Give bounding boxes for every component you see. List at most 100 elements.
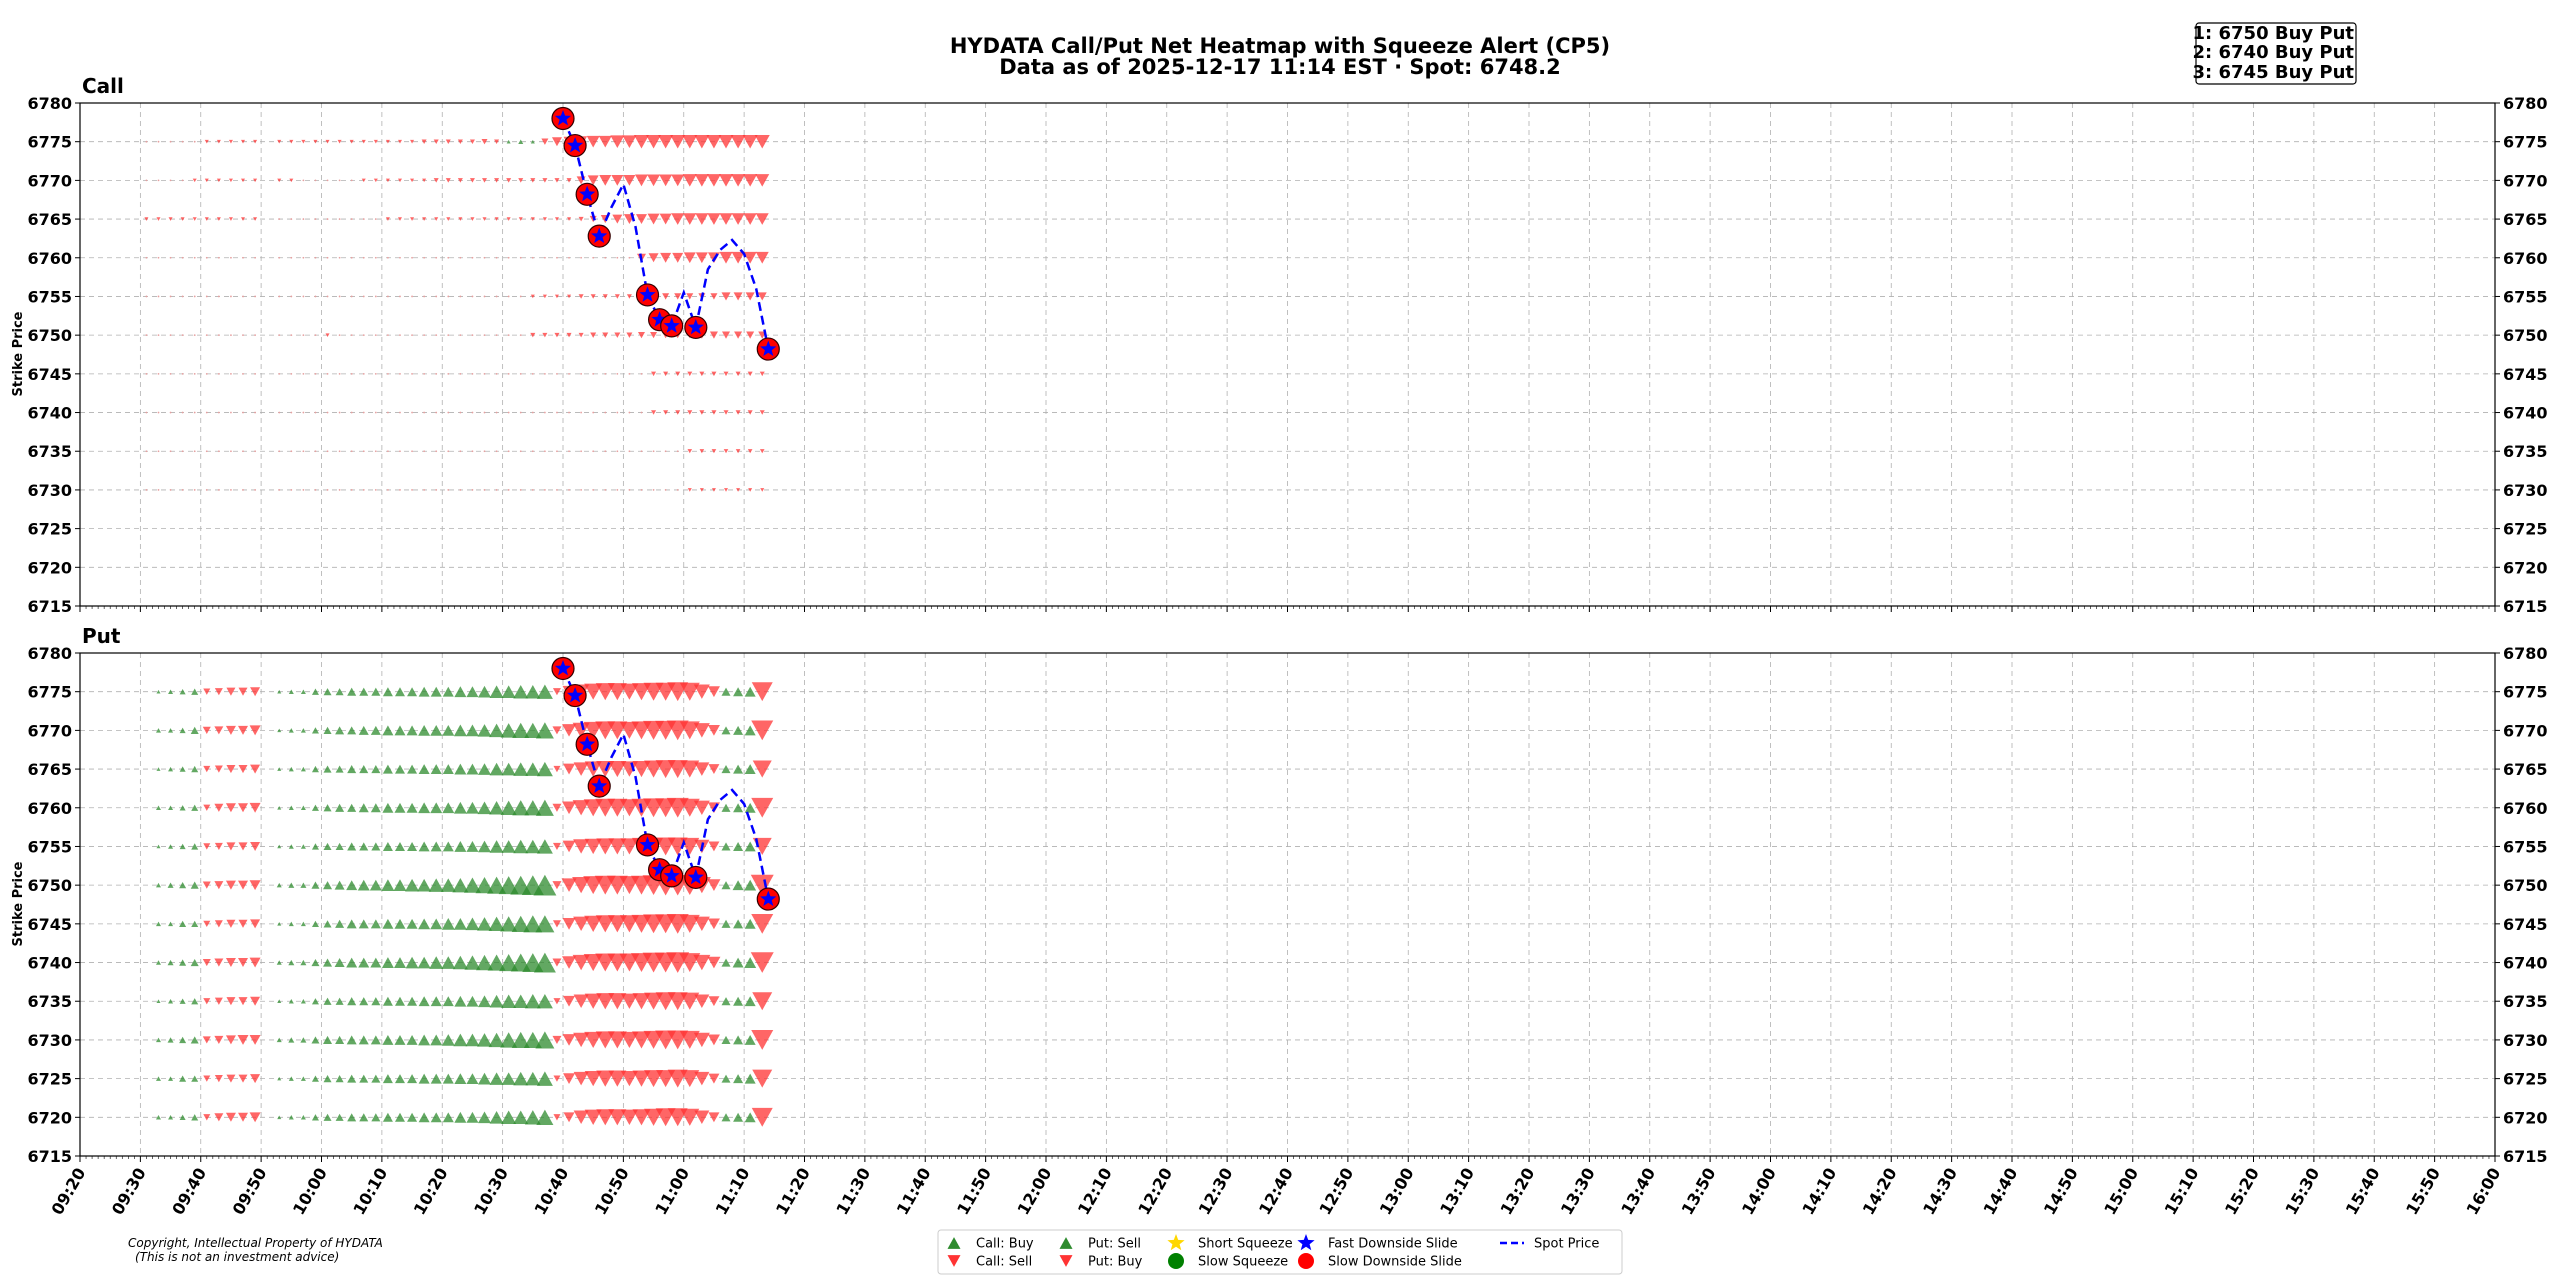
buy-marker xyxy=(454,1073,467,1085)
buy-marker xyxy=(721,958,731,967)
flow-dot xyxy=(181,140,184,143)
flow-dot xyxy=(217,450,220,453)
buy-marker xyxy=(359,1074,369,1083)
sell-marker xyxy=(584,993,602,1009)
y-tick-label-right: 6780 xyxy=(2503,94,2548,113)
buy-marker xyxy=(418,1112,430,1123)
sell-marker xyxy=(623,174,636,186)
buy-marker xyxy=(442,802,455,814)
sell-marker xyxy=(679,1030,700,1049)
sell-marker xyxy=(156,217,161,221)
legend: Call: Buy Call: Sell Put: Sell Put: Buy Shor… xyxy=(937,1229,1623,1275)
buy-marker xyxy=(453,1033,468,1047)
fast-downside-slide-marker xyxy=(639,286,656,302)
sell-marker xyxy=(445,178,451,183)
flow-dot xyxy=(399,295,401,298)
flow-dot xyxy=(169,179,172,182)
sell-marker xyxy=(203,804,211,811)
legend-label: Fast Downside Slide xyxy=(1328,1237,1458,1252)
buy-marker xyxy=(513,994,529,1008)
x-tick-label: 09:50 xyxy=(229,1165,271,1219)
buy-marker xyxy=(347,687,357,696)
buy-marker xyxy=(156,999,161,1004)
y-tick-label-right: 6780 xyxy=(2503,644,2548,663)
sell-marker xyxy=(469,178,475,183)
sell-marker xyxy=(542,332,548,338)
sell-marker xyxy=(584,1031,603,1049)
flow-dot xyxy=(205,256,208,259)
flow-dot xyxy=(387,372,389,375)
sell-marker xyxy=(562,724,577,737)
buy-marker xyxy=(168,921,174,927)
sell-marker xyxy=(202,958,211,967)
y-tick-label: 6735 xyxy=(27,992,72,1011)
flow-dot xyxy=(278,256,281,259)
buy-marker xyxy=(277,1076,282,1081)
buy-marker xyxy=(501,994,517,1008)
buy-marker xyxy=(394,764,405,774)
flow-dot xyxy=(145,295,148,298)
buy-marker xyxy=(288,998,294,1004)
sell-marker xyxy=(214,997,223,1005)
buy-marker xyxy=(733,1112,744,1122)
sell-marker xyxy=(710,293,718,300)
flow-dot xyxy=(604,450,607,453)
buy-marker xyxy=(335,726,345,735)
sell-marker xyxy=(709,331,718,339)
sell-marker xyxy=(731,213,745,225)
buy-marker xyxy=(179,1036,187,1044)
y-tick-label: 6745 xyxy=(27,365,72,384)
sell-marker xyxy=(192,178,197,183)
flow-dot xyxy=(290,256,293,259)
sell-marker xyxy=(731,251,745,264)
flow-dot xyxy=(314,411,317,414)
flow-dot xyxy=(230,372,232,375)
sell-marker xyxy=(584,1109,602,1125)
flow-dot xyxy=(278,489,281,491)
flow-dot xyxy=(459,256,462,259)
flow-dot xyxy=(411,411,413,414)
buy-marker xyxy=(335,1035,345,1044)
sell-marker xyxy=(596,993,615,1010)
flow-dot xyxy=(217,334,220,337)
flow-dot xyxy=(423,334,426,337)
sell-marker xyxy=(397,139,402,144)
flow-dot xyxy=(580,489,583,491)
sell-marker xyxy=(552,726,562,735)
flow-dot xyxy=(628,411,631,414)
flow-dot xyxy=(193,372,196,375)
sell-marker xyxy=(614,332,621,338)
flow-dot xyxy=(387,334,389,337)
sell-marker xyxy=(687,449,693,454)
sell-marker xyxy=(553,998,561,1005)
buy-marker xyxy=(358,725,369,735)
top-strike-2: 2: 6740 Buy Put xyxy=(2193,42,2355,63)
sell-marker xyxy=(708,1073,720,1084)
sell-marker xyxy=(277,178,282,183)
buy-marker xyxy=(488,1032,505,1048)
buy-marker xyxy=(179,959,187,966)
fast-downside-slide-marker xyxy=(567,687,584,703)
flow-dot xyxy=(616,372,619,375)
buy-marker xyxy=(506,139,511,144)
buy-marker xyxy=(524,800,542,816)
sell-marker xyxy=(724,488,729,492)
flow-dot xyxy=(374,489,377,491)
flow-dot xyxy=(374,411,377,414)
sell-marker xyxy=(567,294,572,299)
buy-marker xyxy=(533,874,557,896)
buy-marker xyxy=(501,1110,517,1125)
x-tick-label: 15:40 xyxy=(2342,1165,2384,1219)
buy-marker xyxy=(311,998,319,1005)
sell-marker xyxy=(253,139,258,144)
sell-marker xyxy=(607,915,627,933)
sell-marker xyxy=(250,687,261,697)
sell-marker xyxy=(385,139,390,144)
flow-dot xyxy=(495,334,498,337)
flow-dot xyxy=(374,334,377,337)
sell-marker xyxy=(238,765,248,774)
flow-dot xyxy=(181,372,184,375)
flow-dot xyxy=(435,334,438,337)
buy-marker xyxy=(288,959,295,966)
sell-marker xyxy=(602,294,608,299)
